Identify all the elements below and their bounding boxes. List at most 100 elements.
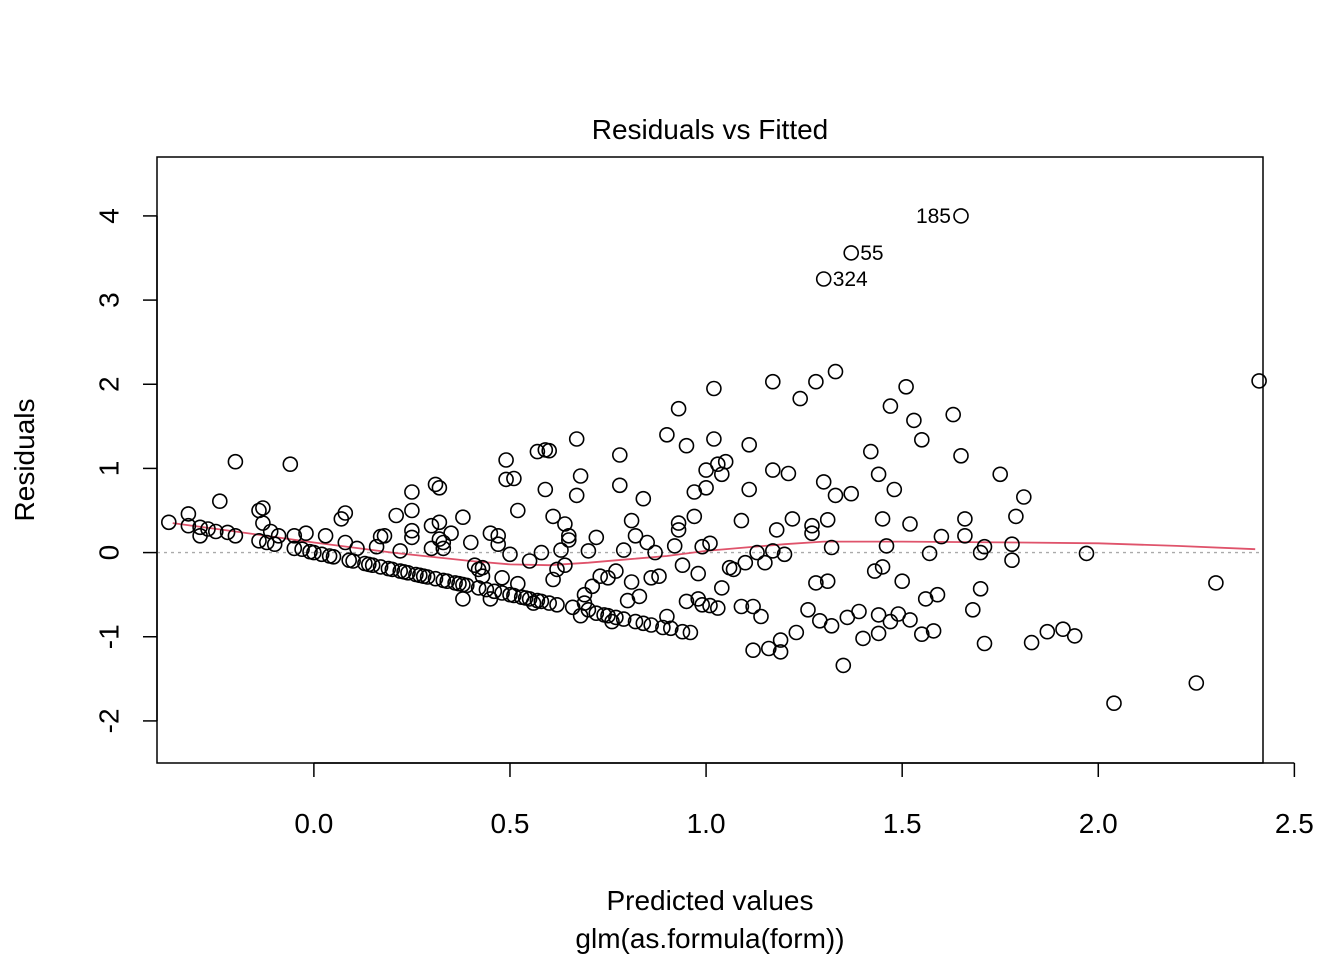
data-point bbox=[541, 442, 558, 459]
data-point bbox=[678, 437, 695, 454]
data-point bbox=[533, 544, 550, 561]
x-tick-label: 2.0 bbox=[1079, 808, 1118, 839]
data-point bbox=[427, 476, 444, 493]
x-tick-label: 0.0 bbox=[294, 808, 333, 839]
data-point bbox=[560, 532, 577, 548]
data-point bbox=[349, 540, 365, 557]
data-point bbox=[913, 626, 930, 643]
data-point bbox=[957, 511, 973, 527]
data-point bbox=[855, 630, 871, 647]
data-point bbox=[604, 613, 620, 630]
data-point bbox=[815, 474, 832, 490]
data-point bbox=[317, 527, 334, 544]
data-point bbox=[882, 613, 899, 630]
data-point bbox=[212, 493, 228, 510]
data-point bbox=[506, 470, 522, 487]
data-point bbox=[392, 543, 409, 559]
data-point bbox=[976, 635, 993, 652]
data-point bbox=[1039, 623, 1056, 640]
data-point bbox=[709, 600, 726, 616]
data-point bbox=[509, 502, 526, 519]
data-point bbox=[568, 487, 585, 504]
data-point bbox=[533, 593, 550, 610]
data-point bbox=[298, 525, 314, 542]
data-point bbox=[478, 581, 495, 598]
annotations-layer: 185 55 324 bbox=[815, 205, 969, 291]
data-point bbox=[957, 527, 973, 544]
data-point bbox=[255, 515, 271, 531]
data-point bbox=[494, 585, 510, 601]
data-point bbox=[870, 625, 887, 642]
data-point bbox=[549, 561, 565, 578]
data-point bbox=[972, 580, 989, 597]
data-point bbox=[458, 577, 475, 594]
outlier-label: 324 bbox=[833, 268, 868, 291]
outlier-point bbox=[815, 271, 832, 287]
data-point bbox=[713, 580, 730, 596]
data-point bbox=[666, 538, 683, 554]
points-layer bbox=[161, 363, 1267, 712]
data-point bbox=[258, 534, 275, 551]
data-point bbox=[435, 540, 452, 557]
data-point bbox=[702, 535, 718, 552]
data-point bbox=[804, 525, 820, 542]
data-point bbox=[580, 601, 597, 618]
data-point bbox=[576, 586, 593, 603]
data-point bbox=[427, 570, 444, 587]
data-point bbox=[325, 548, 342, 565]
data-point bbox=[678, 593, 695, 610]
data-point bbox=[608, 609, 624, 626]
data-point bbox=[404, 484, 420, 500]
data-point bbox=[976, 538, 993, 555]
y-tick-label: 1 bbox=[94, 461, 125, 477]
data-point bbox=[870, 466, 887, 483]
data-point bbox=[208, 523, 224, 540]
data-point bbox=[525, 595, 542, 611]
data-point bbox=[306, 544, 322, 561]
data-point bbox=[227, 527, 244, 544]
data-point bbox=[670, 515, 687, 531]
data-point bbox=[400, 564, 416, 581]
data-point bbox=[431, 514, 448, 531]
data-point bbox=[741, 436, 758, 453]
x-axis-sublabel: glm(as.formula(form)) bbox=[575, 923, 844, 954]
data-point bbox=[455, 509, 471, 526]
data-point bbox=[690, 565, 707, 582]
data-point bbox=[255, 500, 271, 516]
x-tick-label: 2.5 bbox=[1275, 808, 1314, 839]
data-point bbox=[698, 479, 714, 496]
data-point bbox=[886, 481, 903, 498]
data-point bbox=[808, 575, 824, 591]
data-point bbox=[161, 514, 177, 531]
data-point bbox=[694, 538, 711, 555]
data-point bbox=[745, 642, 761, 659]
data-point bbox=[651, 568, 667, 585]
data-point bbox=[659, 608, 675, 625]
data-point bbox=[635, 490, 652, 507]
data-point bbox=[313, 546, 330, 563]
data-point bbox=[717, 453, 734, 470]
data-point bbox=[435, 534, 452, 551]
data-point bbox=[823, 539, 840, 556]
data-point bbox=[1188, 675, 1205, 691]
data-point bbox=[439, 573, 456, 590]
data-point bbox=[1023, 634, 1040, 651]
data-point bbox=[753, 608, 769, 625]
data-point bbox=[764, 462, 781, 478]
data-point bbox=[611, 477, 628, 494]
data-point bbox=[588, 529, 605, 546]
data-point bbox=[388, 507, 405, 524]
data-point bbox=[506, 587, 522, 604]
data-point bbox=[180, 517, 197, 534]
data-point bbox=[490, 536, 507, 553]
data-point bbox=[741, 481, 758, 498]
data-point bbox=[953, 447, 969, 464]
data-point bbox=[1066, 628, 1083, 644]
data-point bbox=[878, 538, 895, 554]
data-point bbox=[545, 508, 561, 525]
data-point bbox=[647, 544, 663, 561]
data-point bbox=[466, 557, 483, 574]
data-point bbox=[404, 529, 420, 546]
data-point bbox=[737, 554, 754, 571]
